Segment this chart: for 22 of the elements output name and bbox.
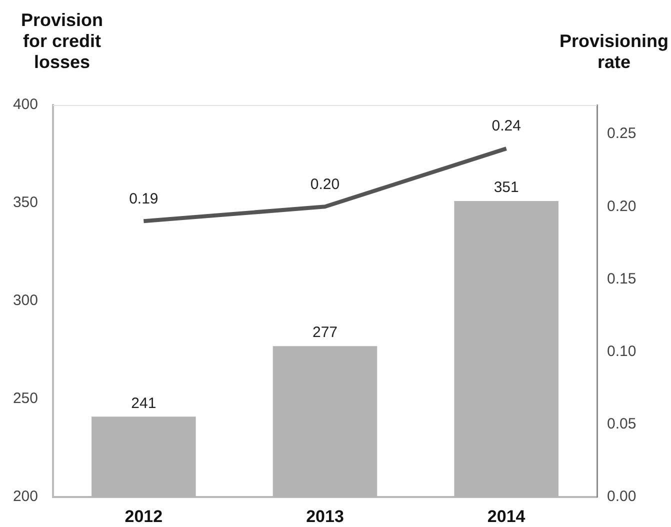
data-label: 351: [494, 179, 519, 196]
data-label: 241: [131, 394, 156, 412]
y2-tick-label: 0.25: [607, 125, 636, 142]
y-axis-title: Provision for credit losses: [20, 10, 104, 73]
y2-tick-label: 0.20: [607, 198, 636, 215]
data-label: 0.19: [129, 190, 158, 208]
y-tick-label: 400: [12, 96, 38, 114]
data-label: 277: [312, 324, 338, 342]
y-tick-label: 200: [12, 488, 38, 506]
y-tick-label: 350: [12, 194, 38, 212]
y2-tick-label: 0.15: [607, 270, 636, 288]
y2-tick-label: 0.05: [607, 416, 636, 433]
data-label: 0.20: [310, 176, 340, 193]
x-tick-label: 2012: [124, 506, 163, 526]
y2-tick-label: 0.10: [607, 342, 636, 360]
y-tick-label: 300: [12, 292, 38, 310]
data-label: 0.24: [492, 118, 521, 135]
x-tick-label: 2013: [306, 506, 344, 526]
y2-axis-title: Provisioning rate: [558, 31, 670, 73]
y2-tick-label: 0.00: [607, 488, 636, 506]
x-tick-label: 2014: [487, 506, 526, 526]
y-tick-label: 250: [12, 390, 38, 408]
